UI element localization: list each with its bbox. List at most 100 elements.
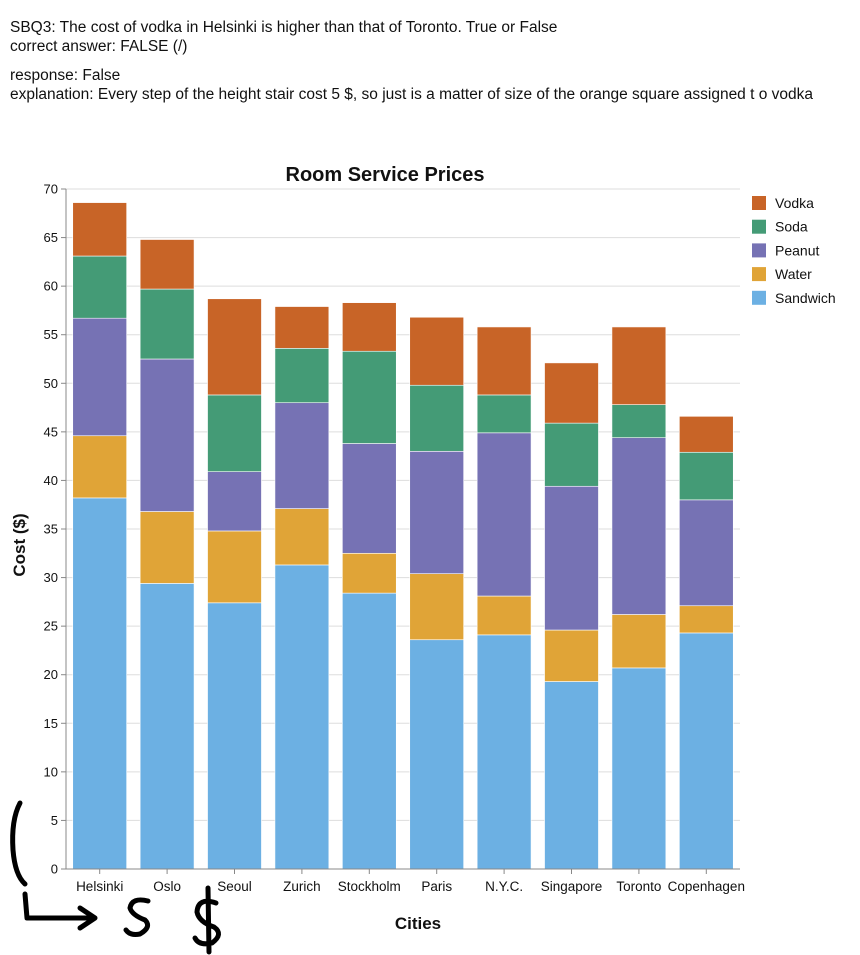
bar-stack-nyc [476,326,532,870]
bar-segment-soda [342,350,397,444]
bar-segment-sandwich [476,634,532,870]
y-tick-label: 10 [44,764,58,779]
bar-segment-water [207,530,262,604]
bar-segment-water [476,595,532,636]
x-tick-label: Singapore [541,879,603,894]
bar-segment-vodka [139,239,195,290]
bar-stack-singapore [544,362,599,870]
bar-segment-water [72,435,127,499]
x-tick-label: Zurich [283,879,321,894]
legend-swatch-sandwich [752,290,766,305]
legend-swatch-peanut [752,243,766,258]
bar-segment-water [274,508,330,566]
bar-segment-soda [476,394,532,434]
legend-swatch-water [752,267,766,282]
y-tick-label: 25 [44,619,58,634]
bar-stack-oslo [139,239,195,870]
bar-segment-soda [207,394,262,472]
bar-segment-peanut [476,432,532,597]
legend-label-sandwich: Sandwich [775,290,836,306]
bar-segment-peanut [207,471,262,532]
bar-segment-sandwich [72,497,127,870]
handwritten-scribble-icon [10,800,221,955]
x-tick-label: Paris [421,879,452,894]
bar-segment-peanut [274,402,330,509]
bar-stacks [72,202,734,870]
bar-segment-peanut [409,450,464,574]
y-tick-label: 35 [44,522,58,537]
bar-segment-soda [72,255,127,319]
bar-stack-toronto [611,326,667,870]
bar-segment-sandwich [611,667,667,870]
bar-segment-vodka [72,202,127,257]
correct-answer-text: correct answer: FALSE (/) [10,38,188,55]
bar-stack-zurich [274,306,330,870]
bar-segment-peanut [72,317,127,437]
y-tick-label: 30 [44,570,58,585]
legend-label-water: Water [775,266,812,282]
legend-swatch-vodka [752,196,766,210]
bar-segment-peanut [679,499,734,607]
bar-segment-vodka [342,302,397,352]
bar-segment-sandwich [544,681,599,870]
bar-stack-stockholm [342,302,397,870]
bar-segment-vodka [544,362,599,424]
y-tick-label: 65 [44,230,58,245]
bar-segment-vodka [274,306,330,349]
y-tick-label: 55 [44,327,58,342]
bar-segment-peanut [611,437,667,615]
legend-label-peanut: Peanut [775,242,819,258]
x-tick-label: Seoul [217,879,252,894]
bar-segment-soda [409,384,464,452]
bar-segment-sandwich [139,583,195,870]
bar-segment-soda [139,288,195,360]
legend: Vodka Soda Peanut Water Sandwich [752,195,836,306]
bar-segment-vodka [679,416,734,453]
bar-segment-vodka [476,326,532,396]
x-tick-label: Stockholm [338,879,401,894]
bar-stack-helsinki [72,202,127,870]
bar-stack-seoul [207,298,262,870]
bar-segment-sandwich [207,602,262,870]
bar-segment-water [342,552,397,594]
question-header: SBQ3: The cost of vodka in Helsinki is h… [10,18,850,104]
y-tick-label: 50 [44,376,58,391]
bar-segment-soda [679,451,734,501]
bar-segment-water [409,573,464,641]
chart-title: Room Service Prices [286,164,485,186]
bar-segment-water [679,605,734,634]
y-tick-label: 70 [44,182,58,197]
legend-label-soda: Soda [775,219,808,235]
axes: 0 5 10 15 20 25 30 35 40 45 50 55 60 65 70 Helsinki Oslo… [44,182,745,895]
legend-swatch-soda [752,219,766,234]
y-tick-label: 0 [51,862,58,877]
y-tick-label: 40 [44,473,58,488]
x-tick-label: Toronto [616,879,661,894]
bar-segment-peanut [544,485,599,631]
bar-segment-vodka [207,298,262,396]
bar-segment-soda [611,404,667,438]
y-tick-label: 60 [44,279,58,294]
bar-segment-sandwich [409,639,464,870]
bar-segment-water [544,629,599,682]
x-tick-label: N.Y.C. [485,879,523,894]
bar-segment-soda [544,422,599,487]
bar-segment-sandwich [274,564,330,870]
x-tick-label: Copenhagen [668,879,745,894]
y-tick-label: 15 [44,716,58,731]
y-tick-label: 45 [44,424,58,439]
bar-segment-peanut [342,443,397,554]
response-text: response: False [10,67,121,84]
x-tick-label: Oslo [153,879,181,894]
y-axis-label: Cost ($) [10,513,29,576]
bar-segment-peanut [139,358,195,512]
bar-segment-vodka [611,326,667,405]
question-text: SBQ3: The cost of vodka in Helsinki is h… [10,19,558,36]
bar-segment-sandwich [342,592,397,870]
legend-label-vodka: Vodka [775,195,814,211]
bar-segment-water [611,614,667,669]
x-axis-label: Cities [395,914,441,933]
bar-segment-sandwich [679,632,734,870]
bar-stack-copenhagen [679,416,734,870]
